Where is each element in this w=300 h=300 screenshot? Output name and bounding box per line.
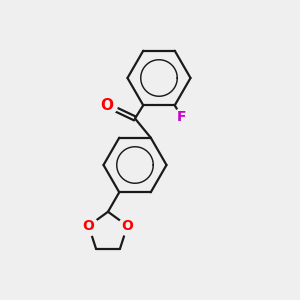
- Text: O: O: [100, 98, 113, 112]
- Text: O: O: [122, 219, 133, 233]
- Text: O: O: [83, 219, 94, 233]
- Text: F: F: [177, 110, 186, 124]
